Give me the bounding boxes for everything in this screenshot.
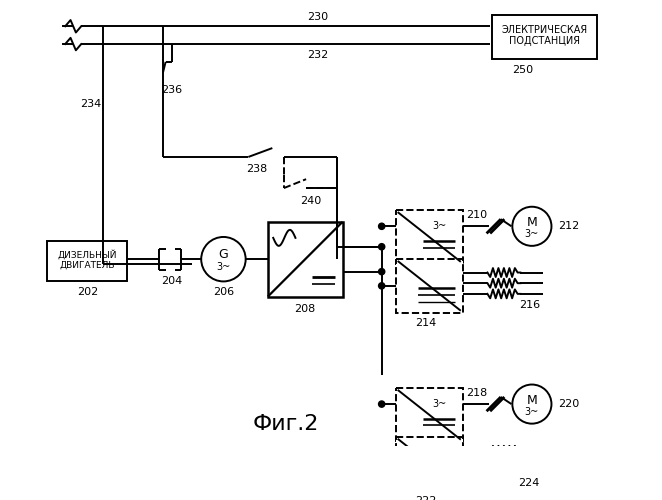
Circle shape <box>379 282 385 289</box>
Text: 3~: 3~ <box>432 399 446 409</box>
Text: 204: 204 <box>162 276 183 285</box>
Circle shape <box>379 460 385 467</box>
Text: 216: 216 <box>518 300 540 310</box>
Text: 208: 208 <box>295 304 316 314</box>
Circle shape <box>379 401 385 407</box>
Text: 224: 224 <box>518 478 540 488</box>
Text: 212: 212 <box>559 222 580 232</box>
Bar <box>396 388 463 442</box>
Bar <box>396 437 463 490</box>
Circle shape <box>201 237 246 282</box>
Bar <box>396 259 463 312</box>
Text: 220: 220 <box>559 399 580 409</box>
Bar <box>396 210 463 264</box>
Text: M: M <box>526 216 538 229</box>
Text: 202: 202 <box>77 287 98 297</box>
Text: M: M <box>526 394 538 407</box>
Text: Фиг.2: Фиг.2 <box>252 414 319 434</box>
Text: ДИЗЕЛЬНЫЙ: ДИЗЕЛЬНЫЙ <box>58 250 117 260</box>
Text: 222: 222 <box>415 496 436 500</box>
Text: 234: 234 <box>80 98 101 108</box>
Circle shape <box>512 206 551 246</box>
Text: 236: 236 <box>162 86 182 96</box>
Circle shape <box>512 384 551 424</box>
Text: 210: 210 <box>466 210 487 220</box>
Bar <box>492 14 597 59</box>
Text: ДВИГАТЕЛЬ: ДВИГАТЕЛЬ <box>60 261 115 270</box>
Text: 218: 218 <box>466 388 487 398</box>
Bar <box>268 222 342 296</box>
Text: 3~: 3~ <box>432 222 446 232</box>
Circle shape <box>379 268 385 274</box>
Text: 230: 230 <box>307 12 328 22</box>
Text: 240: 240 <box>300 196 321 206</box>
Text: ЭЛЕКТРИЧЕСКАЯ: ЭЛЕКТРИЧЕСКАЯ <box>501 25 587 35</box>
Text: ПОДСТАНЦИЯ: ПОДСТАНЦИЯ <box>509 36 580 46</box>
Text: 3~: 3~ <box>525 230 539 239</box>
Text: 250: 250 <box>512 65 534 75</box>
Text: 3~: 3~ <box>216 262 230 272</box>
Bar <box>48 242 127 282</box>
Text: 238: 238 <box>246 164 268 173</box>
Text: 214: 214 <box>415 318 436 328</box>
Text: G: G <box>218 248 228 261</box>
Circle shape <box>379 223 385 230</box>
Circle shape <box>379 244 385 250</box>
Text: 206: 206 <box>213 287 234 297</box>
Text: 3~: 3~ <box>525 407 539 417</box>
Text: 232: 232 <box>307 50 328 59</box>
